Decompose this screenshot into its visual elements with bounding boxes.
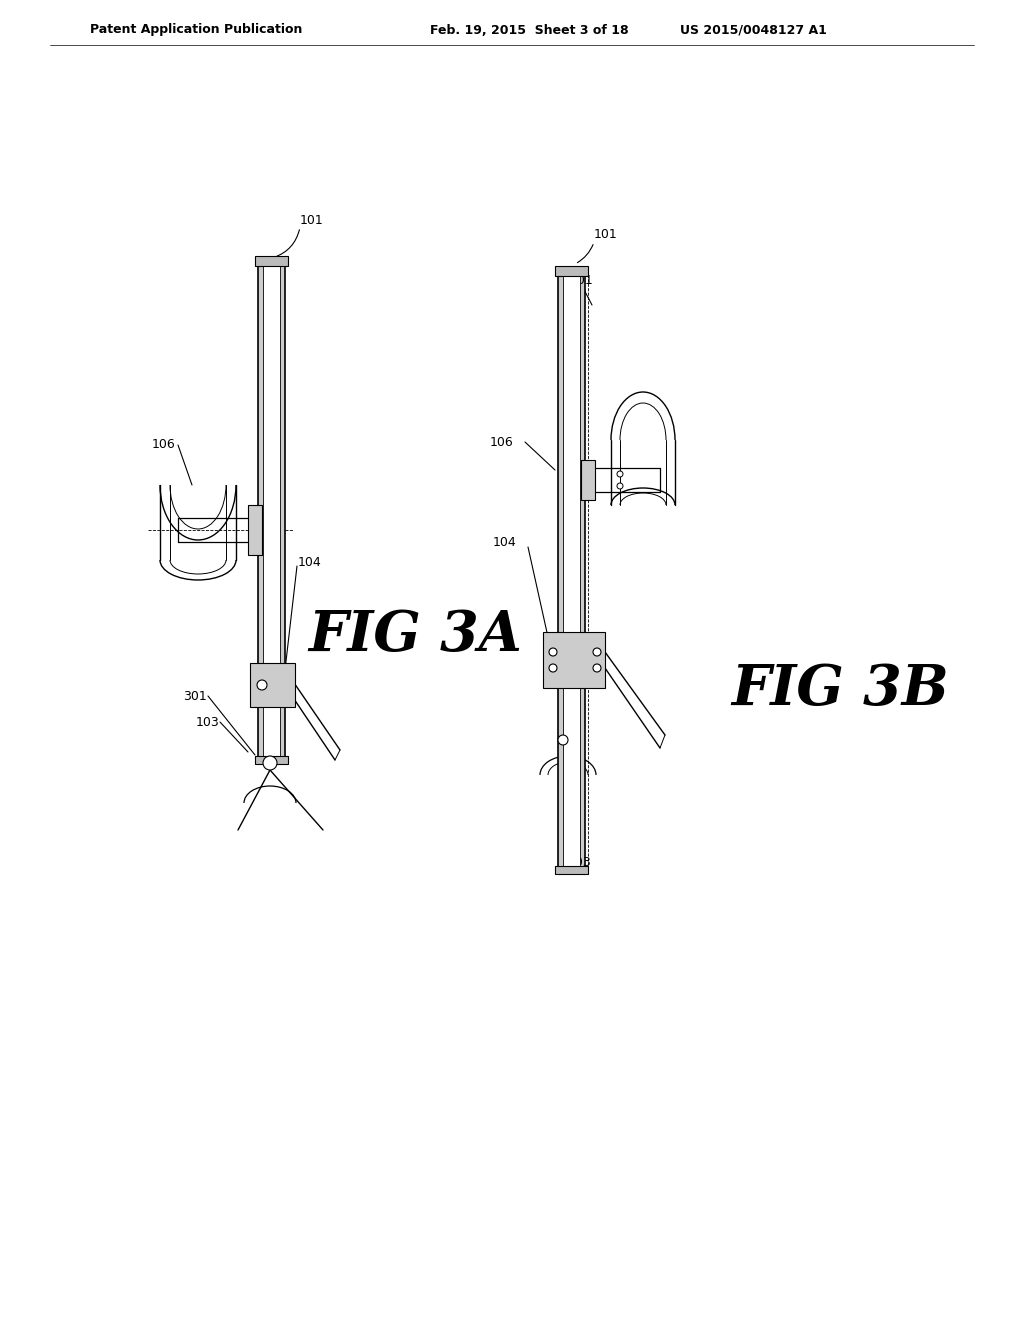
Circle shape xyxy=(257,680,267,690)
Text: 103: 103 xyxy=(196,715,220,729)
Text: FIG 3A: FIG 3A xyxy=(308,607,522,663)
Bar xyxy=(248,506,262,554)
Bar xyxy=(558,271,585,870)
Text: 301: 301 xyxy=(183,689,207,702)
Bar xyxy=(258,260,285,760)
Circle shape xyxy=(617,471,623,477)
Text: Patent Application Publication: Patent Application Publication xyxy=(90,24,302,37)
Bar xyxy=(555,267,588,276)
Circle shape xyxy=(617,483,623,488)
Text: 104: 104 xyxy=(493,536,517,549)
Text: 101: 101 xyxy=(594,228,617,242)
Bar xyxy=(255,256,288,267)
Circle shape xyxy=(549,648,557,656)
Circle shape xyxy=(263,756,278,770)
Circle shape xyxy=(558,735,568,744)
Bar xyxy=(581,459,595,500)
Bar xyxy=(543,632,605,688)
Circle shape xyxy=(549,664,557,672)
Bar xyxy=(263,260,280,760)
Bar xyxy=(563,271,580,870)
Text: 103: 103 xyxy=(568,855,592,869)
Text: 104: 104 xyxy=(298,556,322,569)
Bar xyxy=(250,663,295,708)
Circle shape xyxy=(593,648,601,656)
Text: 101: 101 xyxy=(570,273,594,286)
Text: 101: 101 xyxy=(300,214,324,227)
Text: US 2015/0048127 A1: US 2015/0048127 A1 xyxy=(680,24,826,37)
Bar xyxy=(555,866,588,874)
Circle shape xyxy=(593,664,601,672)
Text: Feb. 19, 2015  Sheet 3 of 18: Feb. 19, 2015 Sheet 3 of 18 xyxy=(430,24,629,37)
Text: 106: 106 xyxy=(490,436,514,449)
Text: FIG 3B: FIG 3B xyxy=(731,663,949,718)
Bar xyxy=(255,756,288,764)
Text: 106: 106 xyxy=(152,438,176,451)
